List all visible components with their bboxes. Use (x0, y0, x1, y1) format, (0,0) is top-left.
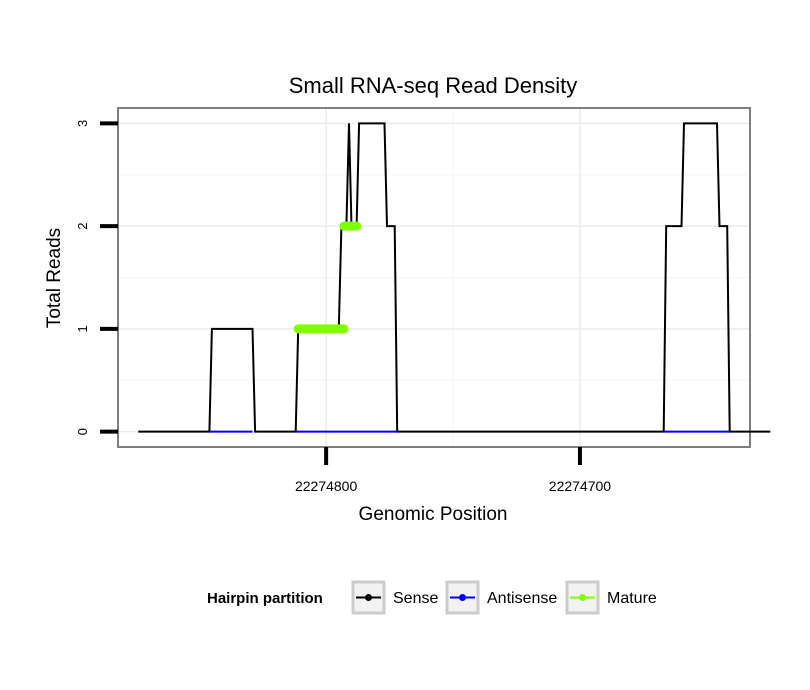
y-tick-label: 1 (75, 325, 90, 332)
x-tick-label: 22274700 (549, 478, 612, 494)
series-mature-point (352, 221, 362, 231)
legend-label: Sense (393, 590, 438, 607)
legend-item-mature: Mature (565, 580, 657, 615)
legend-label: Antisense (487, 590, 557, 607)
y-axis-label: Total Reads (44, 228, 65, 328)
legend-item-antisense: Antisense (445, 580, 557, 615)
axes: 22274800 22274700 0 1 2 3 (75, 120, 611, 494)
plot-panel-border (117, 107, 751, 448)
series-sense-line (138, 122, 771, 433)
legend-item-sense: Sense (351, 580, 438, 615)
series-layer (138, 122, 771, 433)
legend-key-box (445, 580, 480, 615)
x-tick-label: 22274800 (295, 478, 358, 494)
y-tick-label: 3 (75, 120, 90, 127)
legend-title: Hairpin partition (207, 590, 323, 607)
x-axis-label: Genomic Position (359, 504, 508, 525)
legend-key-point (365, 594, 372, 601)
legend: Hairpin partition Sense Antisense Mature (207, 580, 657, 615)
legend-key-point (459, 594, 466, 601)
legend-key-point (579, 594, 586, 601)
chart-title: Small RNA-seq Read Density (289, 73, 578, 98)
y-tick-label: 0 (75, 428, 90, 435)
y-tick-label: 2 (75, 223, 90, 230)
legend-label: Mature (607, 590, 657, 607)
